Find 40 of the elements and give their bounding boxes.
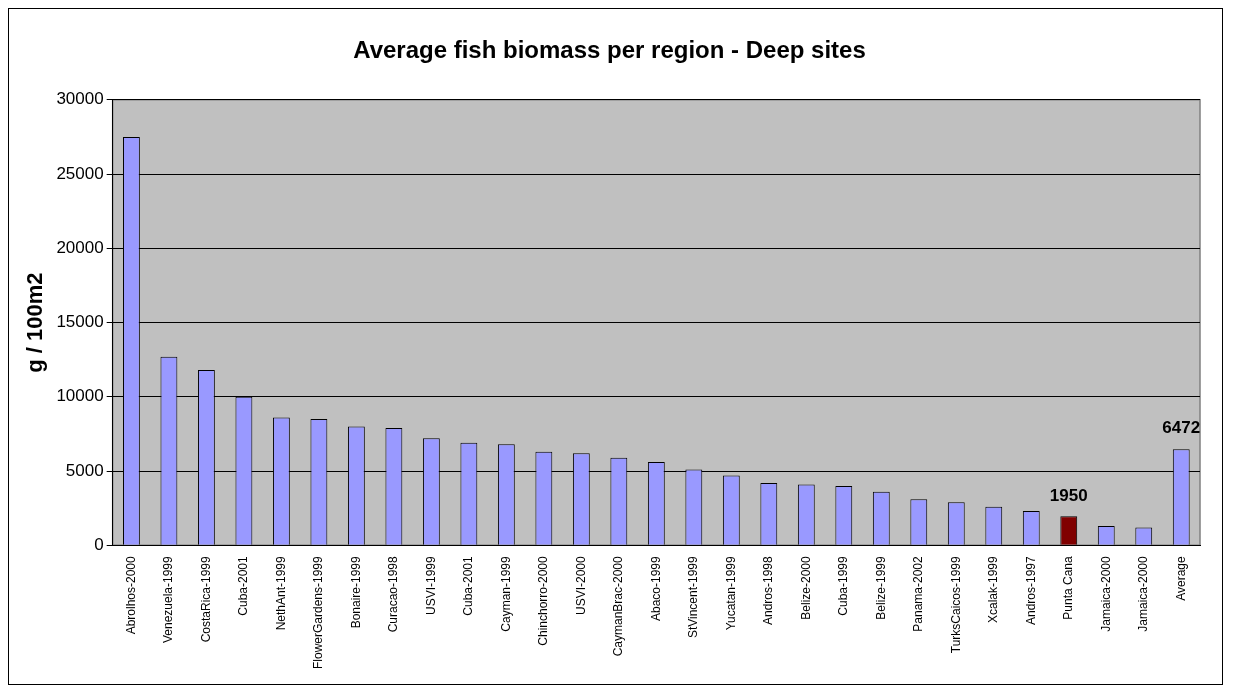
y-tick-label: 5000 <box>65 460 104 480</box>
x-tick-label: NethAnt-1999 <box>273 555 288 631</box>
x-tick-label: USVI-1999 <box>423 555 438 615</box>
x-tick-label: CaymanBrac-2000 <box>611 555 626 657</box>
x-tick-label: Bonaire-1999 <box>348 555 363 629</box>
x-tick-label: Belize-1999 <box>873 555 888 620</box>
x-tick-label: USVI-2000 <box>573 555 588 615</box>
x-tick-label: Abrolhos-2000 <box>123 555 138 635</box>
chart-title: Average fish biomass per region - Deep sites <box>353 36 866 64</box>
x-tick-label: CostaRica-1999 <box>198 555 213 643</box>
x-tick-label: Yucatan-1999 <box>723 555 738 631</box>
y-tick-label: 25000 <box>56 163 104 183</box>
x-tick-label: Cuba-1999 <box>836 555 851 616</box>
y-tick-label: 30000 <box>56 89 104 109</box>
x-tick-label: Jamaica-2000 <box>1136 555 1151 632</box>
x-tick-label: Curacao-1998 <box>386 555 401 633</box>
x-tick-label: Cuba-2001 <box>236 555 251 616</box>
data-label: 1950 <box>1049 485 1088 505</box>
x-tick-label: Jamaica-2000 <box>1098 555 1113 632</box>
x-tick-label: StVincent-1999 <box>686 555 701 639</box>
data-label: 6472 <box>1162 418 1201 438</box>
x-tick-label: Abaco-1999 <box>648 555 663 621</box>
y-axis-title: g / 100m2 <box>22 272 48 373</box>
x-tick-label: Andros-1998 <box>761 555 776 625</box>
x-tick-label: FlowerGardens-1999 <box>311 555 326 670</box>
x-tick-label: Andros-1997 <box>1023 555 1038 625</box>
x-tick-label: Chinchorro-2000 <box>536 555 551 646</box>
x-tick-label: TurksCaicos-1999 <box>948 555 963 654</box>
x-tick-label: Cayman-1999 <box>498 555 513 632</box>
y-tick-label: 20000 <box>56 237 104 257</box>
x-tick-label: Venezuela-1999 <box>161 555 176 644</box>
x-tick-label: Cuba-2001 <box>461 555 476 616</box>
x-tick-label: Xcalak-1999 <box>986 555 1001 623</box>
y-tick-label: 10000 <box>56 386 104 406</box>
x-tick-label: Panama-2002 <box>911 555 926 632</box>
y-tick-label: 0 <box>94 534 104 554</box>
x-tick-label: Average <box>1173 555 1188 601</box>
x-tick-label: Belize-2000 <box>798 555 813 620</box>
y-tick-label: 15000 <box>56 312 104 332</box>
x-tick-label: Punta Cana <box>1061 555 1076 620</box>
